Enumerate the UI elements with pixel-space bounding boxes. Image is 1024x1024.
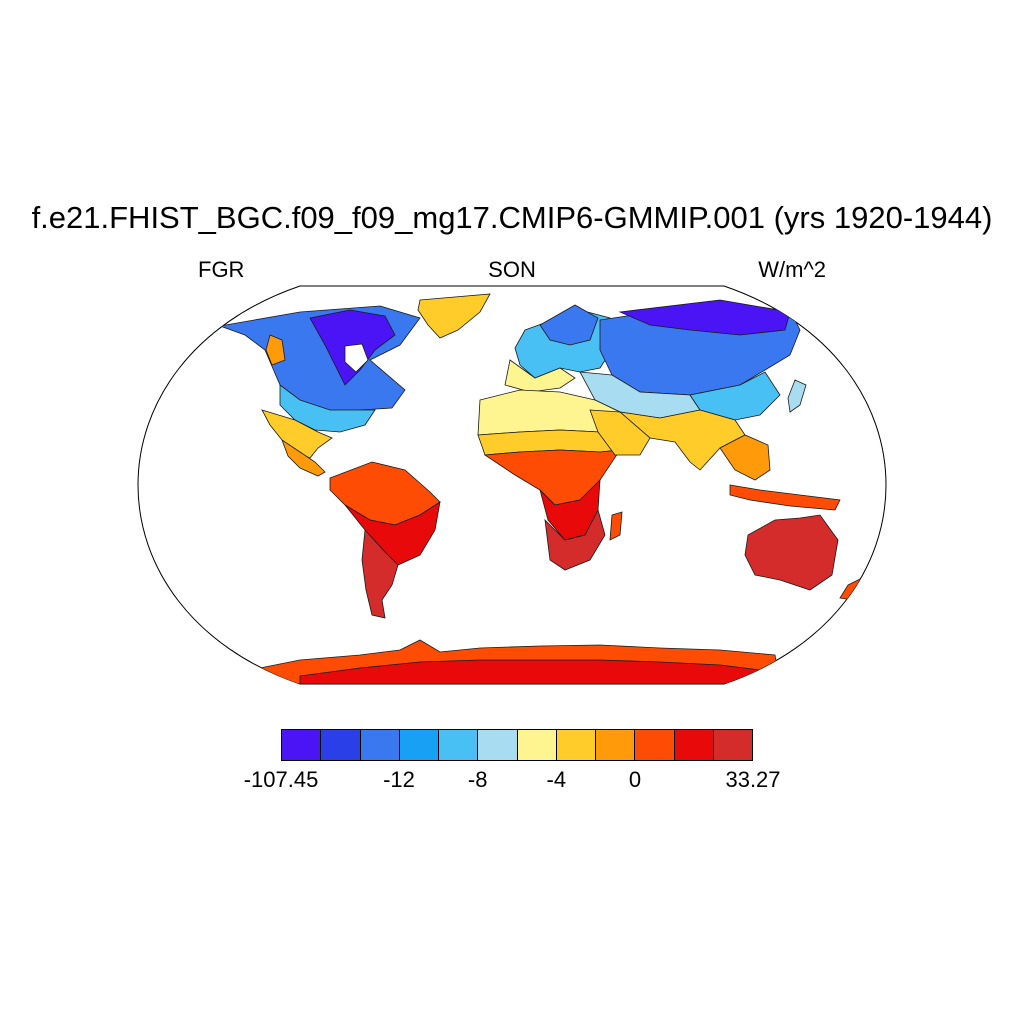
alaska-coast — [265, 334, 286, 366]
colorbar-bin — [321, 730, 361, 760]
south-america-south — [361, 529, 399, 619]
east-siberia — [618, 299, 791, 336]
colorbar-bin — [556, 730, 596, 760]
north-america-south — [261, 409, 333, 459]
mediterranean-europe — [504, 359, 576, 393]
colorbar-tick-label: -12 — [383, 767, 415, 792]
colorbar-bin — [399, 730, 439, 760]
colorbar-bin — [635, 730, 675, 760]
antarctica-interior — [299, 659, 761, 684]
colorbar-tick-label: 0 — [628, 767, 642, 792]
colorbar-bin — [478, 730, 518, 760]
indonesia — [729, 484, 841, 511]
season-label: SON — [488, 257, 536, 282]
scandinavia — [539, 304, 599, 346]
colorbar-tick-label: -8 — [467, 767, 488, 792]
units-label: W/m^2 — [758, 257, 826, 282]
hudson-bay-water — [344, 343, 369, 373]
australia — [744, 514, 839, 591]
colorbar-bin — [596, 730, 636, 760]
map-title: f.e21.FHIST_BGC.f09_f09_mg17.CMIP6-GMMIP… — [31, 200, 993, 235]
colorbar-bin — [282, 730, 322, 760]
southeast-asia — [719, 434, 771, 481]
colorbar-bin — [674, 730, 714, 760]
mexico — [281, 438, 326, 477]
greenland — [417, 293, 491, 339]
colorbar-tick-label: -107.45 — [243, 767, 319, 792]
variable-label: FGR — [198, 257, 245, 282]
colorbar-labels: -107.45 -12 -8 -4 0 33.27 — [0, 767, 1024, 797]
colorbar-bin — [713, 730, 752, 760]
japan — [787, 379, 807, 413]
colorbar-bin — [439, 730, 479, 760]
north-america-midlatitudes — [279, 384, 376, 433]
arabia — [589, 409, 651, 456]
south-africa — [544, 508, 606, 571]
colorbar-bin — [517, 730, 557, 760]
colorbar — [281, 729, 753, 761]
colorbar-tick-label: -4 — [546, 767, 567, 792]
colorbar-tick-label: 33.27 — [725, 767, 781, 792]
madagascar — [609, 511, 623, 541]
colorbar-bin — [360, 730, 400, 760]
